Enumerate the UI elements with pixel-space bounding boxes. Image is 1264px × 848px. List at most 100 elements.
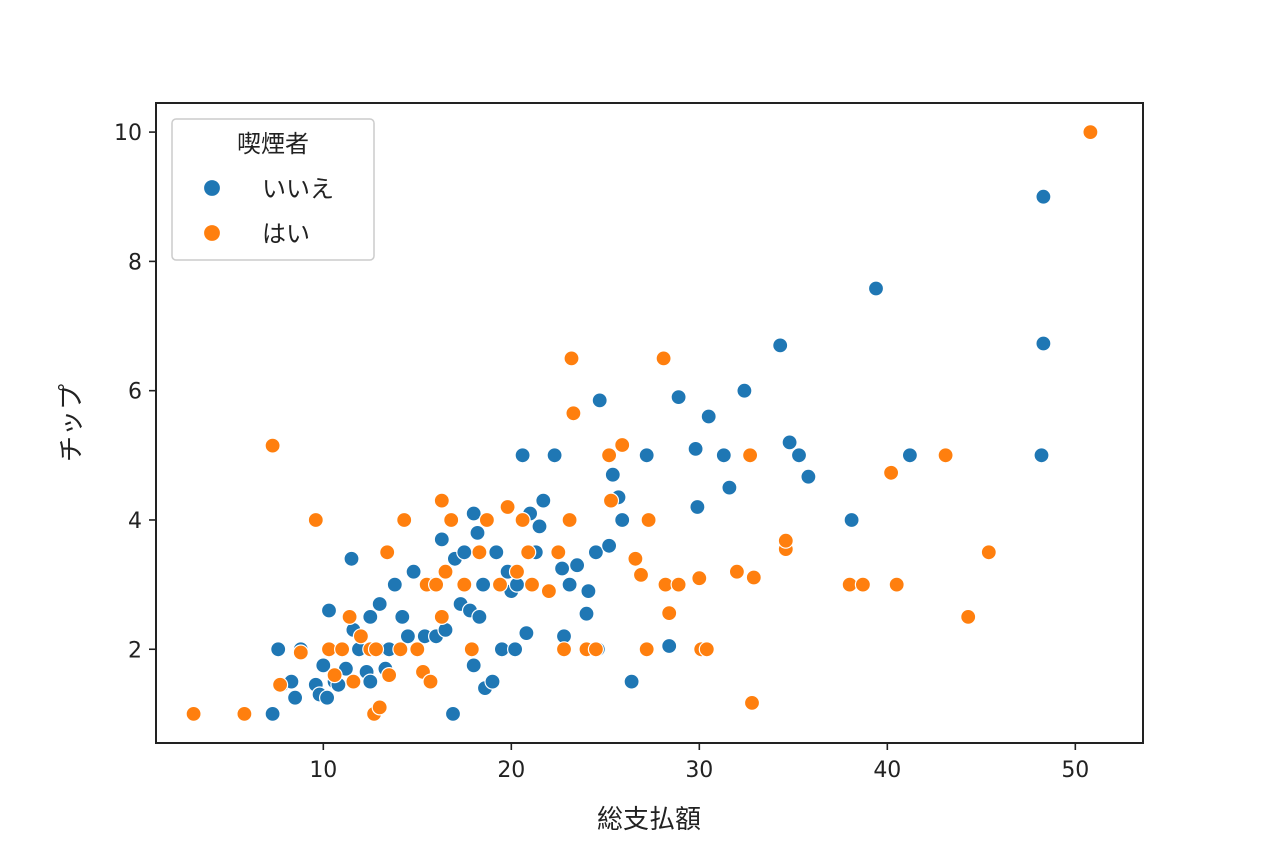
scatter-point: [689, 498, 706, 516]
scatter-point: [471, 608, 488, 626]
axes-layer: 10 20 30 40 50 2 4 6 8 10: [114, 121, 1089, 783]
scatter-point: [471, 544, 488, 561]
scatter-point: [352, 628, 369, 645]
scatter-point: [320, 602, 338, 619]
scatter-point: [518, 624, 535, 642]
scatter-point: [602, 492, 620, 509]
scatter-point: [745, 569, 762, 586]
scatter-point: [264, 437, 281, 454]
scatter-point: [433, 492, 450, 509]
scatter-point: [553, 560, 571, 577]
scatter-point: [587, 544, 605, 561]
x-tick-label: 30: [685, 758, 713, 783]
scatter-point: [381, 666, 398, 684]
scatter-point: [715, 447, 732, 464]
scatter-point: [568, 557, 586, 574]
scatter-point: [433, 531, 450, 548]
scatter-point: [655, 350, 672, 367]
scatter-point: [700, 408, 717, 425]
scatter-point: [371, 699, 388, 716]
legend-label-no: いいえ: [262, 175, 334, 203]
legend-marker-no: [202, 178, 222, 198]
legend-frame: [171, 118, 375, 261]
scatter-point: [341, 608, 358, 626]
scatter-point: [623, 673, 640, 690]
scatter-point: [345, 673, 362, 690]
scatter-point: [185, 705, 202, 723]
scatter-point: [396, 511, 413, 529]
scatter-point: [578, 605, 595, 622]
scatter-point: [777, 532, 794, 549]
x-tick-label: 20: [497, 758, 525, 783]
scatter-point: [428, 576, 445, 593]
scatter-point: [546, 447, 563, 464]
scatter-point: [561, 576, 578, 593]
scatter-point: [1035, 188, 1052, 205]
scatter-point: [444, 705, 462, 723]
x-axis-title: 総支払額: [597, 805, 701, 835]
scatter-point: [550, 544, 567, 561]
scatter-point: [409, 641, 426, 658]
scatter-point: [236, 705, 253, 723]
scatter-point: [980, 544, 997, 561]
scatter-point: [1082, 124, 1099, 141]
scatter-point: [456, 544, 473, 561]
scatter-point: [736, 382, 753, 399]
scatter-point: [781, 434, 798, 451]
scatter-point: [405, 563, 422, 580]
scatter-point: [292, 644, 309, 661]
scatter-point: [790, 447, 808, 464]
scatter-point: [422, 673, 439, 690]
scatter-point: [800, 468, 817, 485]
scatter-point: [343, 550, 360, 567]
scatter-point: [854, 576, 872, 593]
scatter-point: [319, 689, 336, 706]
scatter-point: [555, 641, 573, 658]
scatter-point: [270, 641, 287, 658]
scatter-point: [772, 337, 789, 354]
scatter-point: [531, 518, 548, 535]
scatter-point: [475, 576, 492, 593]
scatter-point: [315, 657, 332, 674]
scatter-point: [326, 666, 343, 684]
y-tick-label: 4: [128, 509, 142, 534]
scatter-point: [600, 537, 618, 554]
scatter-point: [307, 511, 324, 529]
y-tick-label: 8: [128, 250, 142, 275]
scatter-point: [465, 657, 482, 674]
scatter-point: [691, 570, 708, 587]
scatter-point: [456, 576, 473, 593]
scatter-point: [399, 628, 416, 645]
x-tick-label: 40: [873, 758, 901, 783]
scatter-point: [741, 447, 759, 464]
legend: 喫煙者 いいえ はい: [171, 118, 375, 261]
scatter-point: [367, 641, 385, 658]
scatter-point: [371, 595, 388, 613]
scatter-point: [469, 524, 486, 542]
scatter-point: [882, 464, 900, 481]
scatter-point: [362, 608, 379, 626]
scatter-point: [670, 389, 687, 406]
x-tick-label: 10: [309, 758, 337, 783]
scatter-point: [614, 436, 631, 454]
scatter-point: [506, 641, 524, 658]
scatter-point: [728, 563, 746, 580]
scatter-point: [698, 641, 715, 658]
legend-label-yes: はい: [262, 220, 310, 248]
scatter-point: [362, 673, 379, 690]
scatter-point: [508, 563, 526, 580]
scatter-point: [561, 511, 578, 529]
scatter-point: [478, 511, 495, 529]
scatter-point: [587, 641, 605, 658]
scatter-point: [960, 608, 977, 626]
scatter-point: [937, 447, 954, 464]
scatter-point: [743, 694, 761, 712]
scatter-point: [535, 492, 552, 509]
scatter-point: [540, 582, 558, 600]
scatter-point: [443, 511, 460, 529]
scatter-point: [661, 637, 678, 655]
legend-marker-yes: [202, 223, 222, 243]
scatter-point: [465, 505, 482, 522]
scatter-point: [379, 544, 396, 561]
